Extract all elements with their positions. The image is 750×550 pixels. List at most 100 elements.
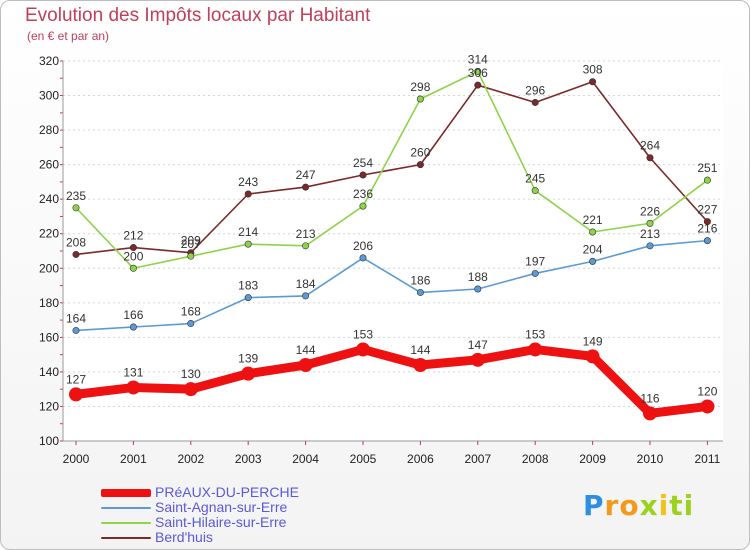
data-label: 260 [410, 146, 430, 160]
data-point [129, 244, 137, 252]
data-label: 243 [238, 175, 258, 189]
data-point [129, 323, 137, 331]
data-point [589, 257, 597, 265]
data-point [69, 387, 83, 402]
data-label: 164 [66, 311, 86, 325]
data-label: 209 [181, 234, 201, 248]
data-label: 153 [525, 327, 545, 341]
y-tick-label: 320 [39, 54, 59, 68]
legend-item: Saint-Agnan-sur-Erre [101, 500, 299, 515]
data-point [359, 171, 367, 179]
legend: PRéAUX-DU-PERCHE Saint-Agnan-sur-Erre Sain… [101, 485, 299, 545]
data-label: 212 [123, 229, 143, 243]
data-point [531, 187, 539, 195]
data-point [244, 190, 252, 198]
data-label: 254 [353, 156, 373, 170]
data-point [241, 366, 256, 381]
data-label: 308 [583, 63, 603, 77]
y-tick-label: 300 [39, 89, 59, 103]
data-point [589, 228, 597, 236]
data-label: 221 [583, 213, 603, 227]
data-point [700, 399, 715, 414]
x-tick-label: 2005 [350, 452, 377, 466]
data-label: 226 [640, 204, 660, 218]
data-label: 296 [525, 83, 545, 97]
data-label: 183 [238, 279, 258, 293]
legend-label: Saint-Hilaire-sur-Erre [155, 514, 287, 530]
data-point [646, 154, 654, 162]
data-point [589, 78, 597, 86]
data-point [72, 250, 80, 258]
data-label: 206 [353, 239, 373, 253]
data-point [359, 254, 367, 262]
logo-letter: P [583, 489, 605, 522]
data-label: 251 [697, 161, 717, 175]
data-point [129, 264, 137, 272]
data-label: 245 [525, 172, 545, 186]
data-label: 236 [353, 187, 373, 201]
data-point [528, 342, 543, 357]
data-label: 200 [123, 249, 143, 263]
data-point [126, 380, 141, 395]
data-label: 144 [410, 343, 430, 357]
data-point [302, 242, 310, 250]
data-point [646, 219, 654, 227]
data-label: 227 [697, 203, 717, 217]
data-point [302, 292, 310, 300]
logo-letter: o [619, 489, 640, 522]
y-tick-label: 200 [39, 261, 59, 275]
logo-letter: i [683, 489, 695, 522]
logo-letter: t [669, 489, 684, 522]
data-label: 207 [181, 237, 201, 251]
x-tick-label: 2006 [407, 452, 434, 466]
data-label: 153 [353, 327, 373, 341]
logo-letter: r [604, 489, 620, 522]
legend-item: PRéAUX-DU-PERCHE [101, 485, 299, 500]
data-point [183, 382, 198, 397]
data-label: 144 [296, 343, 316, 357]
legend-swatch [101, 506, 151, 509]
data-point [356, 342, 370, 357]
data-point [474, 81, 482, 89]
data-point [703, 176, 711, 184]
data-point [244, 240, 252, 248]
data-label: 120 [697, 384, 717, 398]
y-tick-label: 140 [39, 365, 59, 379]
legend-item: Saint-Hilaire-sur-Erre [101, 515, 299, 530]
series-layer [69, 67, 715, 421]
proxiti-logo: Proxiti [583, 489, 694, 522]
y-tick-label: 280 [39, 123, 59, 137]
data-point [646, 242, 654, 250]
y-tick-label: 260 [39, 158, 59, 172]
data-point [531, 98, 539, 106]
data-point [474, 67, 482, 75]
data-label: 184 [296, 277, 316, 291]
data-point [413, 358, 428, 372]
data-point [298, 358, 313, 372]
data-point [416, 161, 424, 169]
x-tick-label: 2001 [120, 452, 147, 466]
data-label: 127 [66, 372, 86, 386]
axis-layer: 100 120 140 160 180 200 220 240 260 280 300 320 2000… [39, 54, 723, 466]
data-label: 197 [525, 254, 545, 268]
data-label: 130 [181, 367, 201, 381]
series-line-0 [75, 344, 708, 418]
data-label: 264 [640, 139, 660, 153]
data-point [72, 326, 80, 334]
data-label: 139 [238, 352, 258, 366]
logo-letter: x [639, 489, 659, 522]
data-point [187, 320, 195, 328]
data-label: 213 [296, 227, 316, 241]
x-tick-label: 2011 [694, 452, 720, 466]
x-tick-label: 2010 [637, 452, 664, 466]
data-label: 208 [66, 235, 86, 249]
x-tick-label: 2009 [579, 452, 606, 466]
legend-swatch [101, 521, 151, 524]
series-line-1 [75, 239, 708, 332]
data-point [470, 352, 485, 367]
data-label: 166 [123, 308, 143, 322]
data-point [244, 294, 252, 302]
data-point [474, 285, 482, 293]
y-tick-label: 100 [39, 434, 59, 448]
